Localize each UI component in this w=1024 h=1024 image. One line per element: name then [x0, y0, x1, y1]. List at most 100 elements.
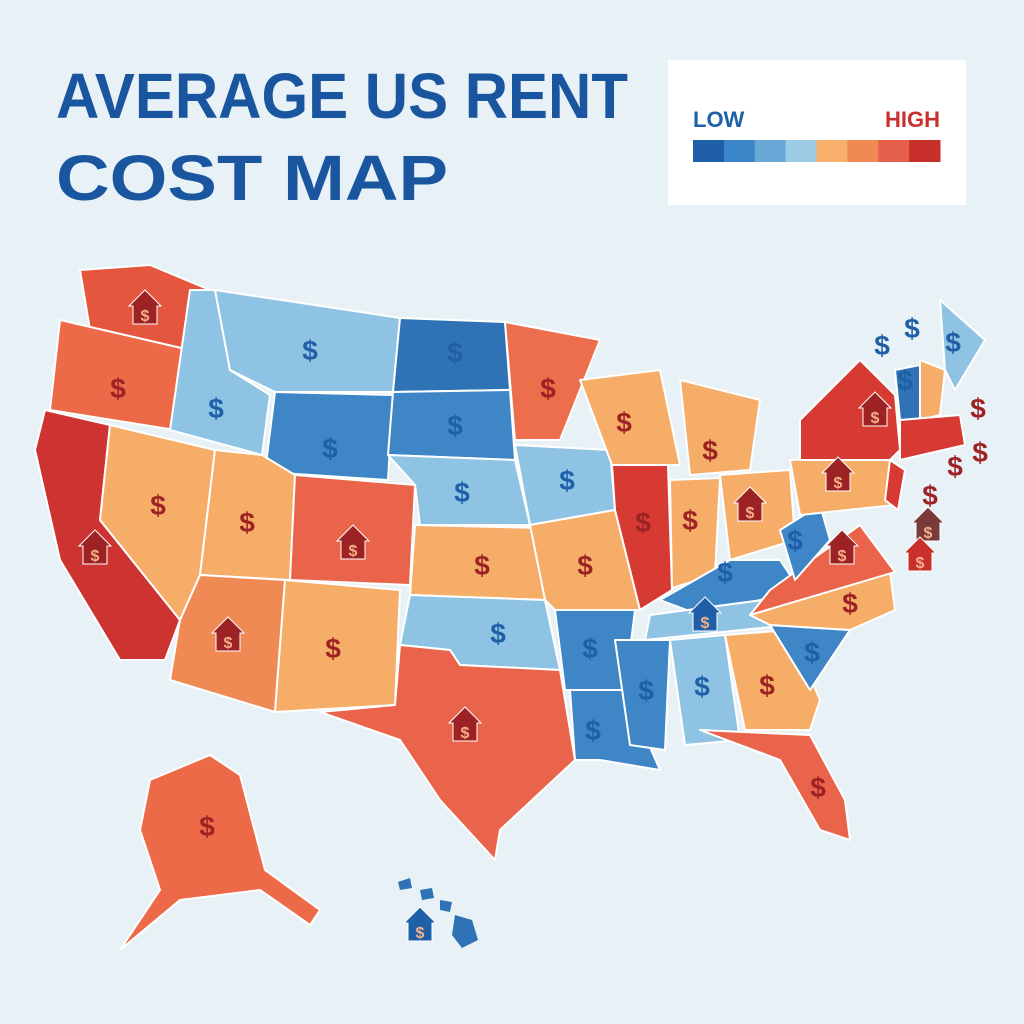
- dollar-icon: $: [150, 490, 166, 521]
- states: [34, 264, 986, 951]
- dollar-icon: $: [322, 433, 338, 464]
- dollar-icon: $: [947, 451, 963, 482]
- house-icon: [820, 456, 856, 492]
- house-icon: [210, 616, 246, 652]
- dollar-icon: $: [635, 507, 651, 538]
- markers: $ $ $ $ $ $ $ $ $ $ $ $ $ $ $ $ $ $ $ $ $ $ $ $ $ $ $ $ $ $ $ $ $ $ $ $ $ $ $ $…: [77, 289, 988, 942]
- title-line: AVERAGE US RENT: [56, 60, 628, 132]
- dollar-icon: $: [702, 435, 718, 466]
- dollar-icon: $: [474, 550, 490, 581]
- state: [679, 379, 761, 476]
- dollar-icon: $: [461, 725, 470, 742]
- dollar-icon: $: [110, 373, 126, 404]
- dollar-icon: $: [447, 337, 463, 368]
- dollar-icon: $: [199, 811, 215, 842]
- house-icon: [687, 596, 723, 632]
- dollar-icon: $: [490, 618, 506, 649]
- dollar-icon: $: [759, 670, 775, 701]
- dollar-icon: $: [834, 475, 843, 492]
- dollar-icon: $: [91, 548, 100, 565]
- house-icon: [402, 906, 438, 942]
- state: [398, 878, 412, 890]
- state: [319, 644, 576, 861]
- state: [387, 454, 531, 526]
- state: [899, 414, 966, 461]
- state: [699, 729, 851, 841]
- legend-swatch: [847, 140, 879, 162]
- house-icon: [857, 391, 893, 427]
- house-icon: [902, 536, 938, 572]
- dollar-icon: $: [582, 633, 598, 664]
- dollar-icon: $: [945, 327, 961, 358]
- dollar-icon: $: [787, 525, 803, 556]
- state: [420, 888, 434, 900]
- house-icon: [910, 506, 946, 542]
- house-icon: [127, 289, 163, 325]
- legend-scale: [693, 140, 941, 162]
- state: [504, 321, 601, 441]
- dollar-icon: $: [970, 393, 986, 424]
- state: [569, 689, 661, 771]
- dollar-icon: $: [585, 715, 601, 746]
- dollar-icon: $: [874, 330, 890, 361]
- dollar-icon: $: [871, 410, 880, 427]
- dollar-icon: $: [638, 675, 654, 706]
- house-icon: [732, 486, 768, 522]
- dollar-icon: $: [416, 925, 425, 942]
- legend-swatch: [723, 140, 756, 162]
- state: [214, 289, 401, 393]
- house-icon: [447, 706, 483, 742]
- dollar-icon: $: [916, 555, 925, 572]
- dollar-icon: $: [454, 477, 470, 508]
- house-icon: [824, 529, 860, 565]
- dollar-icon: $: [302, 335, 318, 366]
- dollar-icon: $: [922, 480, 938, 511]
- legend-swatch: [909, 140, 941, 162]
- state: [264, 391, 394, 481]
- dollar-icon: $: [325, 633, 341, 664]
- dollar-icon: $: [224, 635, 233, 652]
- dollar-icon: $: [804, 637, 820, 668]
- state: [614, 639, 671, 751]
- state: [919, 359, 946, 421]
- legend-high: HIGH: [885, 107, 940, 132]
- dollar-icon: $: [577, 550, 593, 581]
- legend-swatch: [785, 140, 817, 162]
- dollar-icon: $: [141, 308, 150, 325]
- dollar-icon: $: [972, 437, 988, 468]
- state: [611, 464, 673, 611]
- legend-swatch: [816, 140, 848, 162]
- dollar-icon: $: [897, 365, 913, 396]
- dollar-icon: $: [842, 588, 858, 619]
- dollar-icon: $: [559, 465, 575, 496]
- dollar-icon: $: [810, 772, 826, 803]
- dollar-icon: $: [694, 671, 710, 702]
- legend-swatch: [754, 140, 787, 162]
- legend-swatch: [878, 140, 910, 162]
- state: [452, 915, 478, 948]
- dollar-icon: $: [746, 505, 755, 522]
- state: [939, 299, 986, 391]
- dollar-icon: $: [701, 615, 710, 632]
- state: [119, 754, 321, 951]
- dollar-icon: $: [924, 525, 933, 542]
- house-icon: [77, 529, 113, 565]
- state: [884, 459, 906, 511]
- dollar-icon: $: [239, 507, 255, 538]
- dollar-icon: $: [682, 505, 698, 536]
- legend-box: [668, 60, 966, 205]
- dollar-icon: $: [838, 548, 847, 565]
- legend-low: LOW: [693, 107, 745, 132]
- dollar-icon: $: [208, 393, 224, 424]
- dollar-icon: $: [717, 557, 733, 588]
- dollar-icon: $: [616, 407, 632, 438]
- dollar-icon: $: [447, 410, 463, 441]
- title-line: COST MAP: [56, 142, 448, 214]
- state: [579, 369, 681, 466]
- dollar-icon: $: [540, 373, 556, 404]
- dollar-icon: $: [349, 543, 358, 560]
- house-icon: [335, 524, 371, 560]
- legend-swatch: [693, 140, 725, 162]
